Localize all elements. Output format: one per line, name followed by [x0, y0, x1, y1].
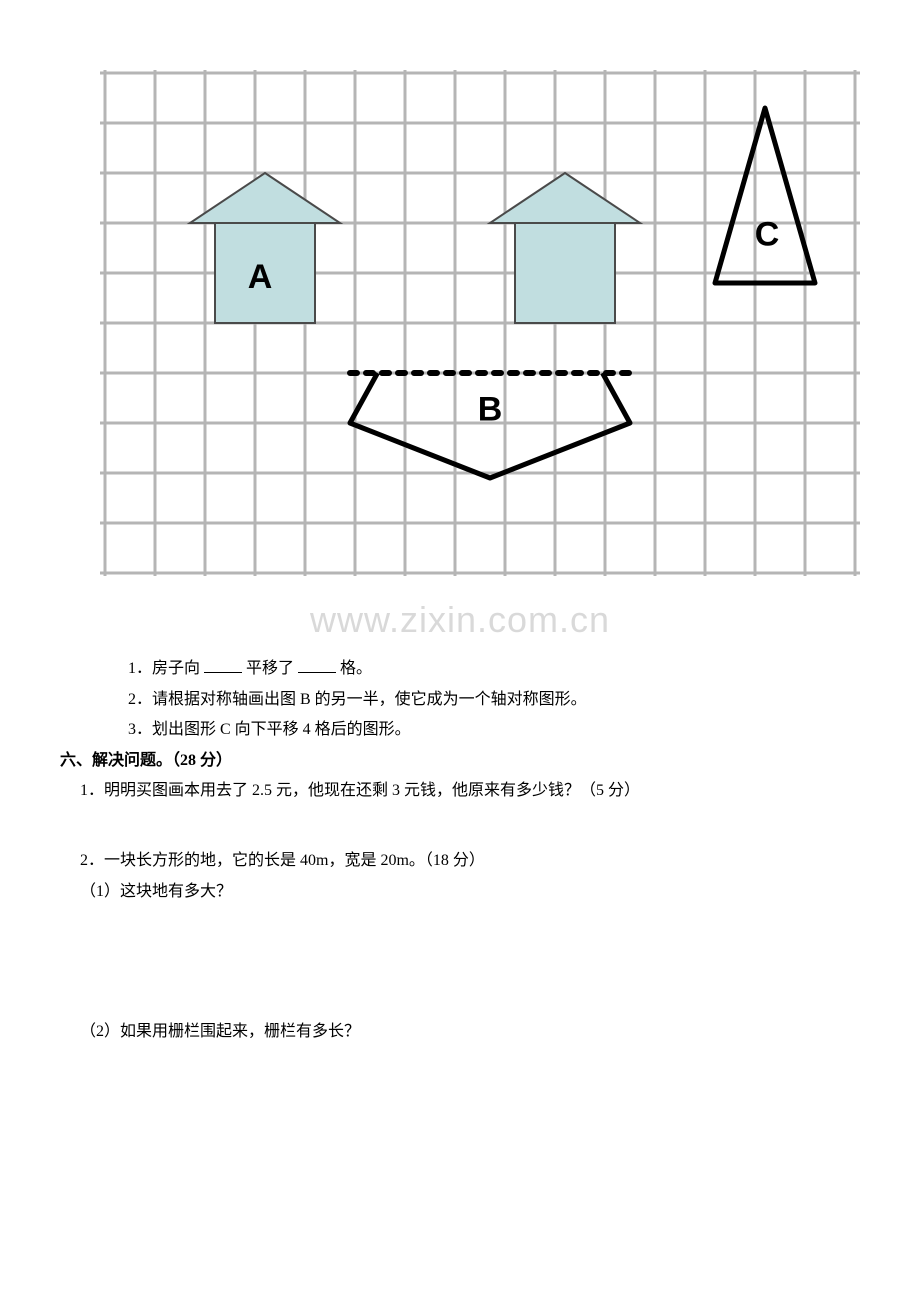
grid-svg: A B C	[100, 70, 860, 576]
svg-text:A: A	[248, 258, 273, 296]
q1-suffix: 格。	[340, 660, 372, 677]
blank-count[interactable]	[298, 656, 336, 674]
blank-direction[interactable]	[204, 656, 242, 674]
figure-q2: 2．请根据对称轴画出图 B 的另一半，使它成为一个轴对称图形。	[128, 685, 860, 715]
figure-q1: 1．房子向 平移了 格。	[128, 654, 860, 684]
section6-p2: 2．一块长方形的地，它的长是 40m，宽是 20m。（18 分）	[80, 846, 860, 876]
figure-q3: 3．划出图形 C 向下平移 4 格后的图形。	[128, 715, 860, 745]
work-space-1	[60, 806, 860, 846]
section6-title: 六、解决问题。（28 分）	[60, 746, 860, 776]
work-space-2	[60, 907, 860, 1017]
watermark: www.zixin.com.cn	[60, 586, 860, 654]
svg-text:B: B	[478, 391, 503, 429]
section6-p2-1: （1）这块地有多大？	[80, 877, 860, 907]
section6-p1: 1．明明买图画本用去了 2.5 元，他现在还剩 3 元钱，他原来有多少钱？（5 …	[80, 776, 860, 806]
q1-prefix: 1．房子向	[128, 660, 204, 677]
grid-figure: A B C	[100, 70, 860, 576]
svg-text:C: C	[755, 216, 780, 254]
section6-p2-2: （2）如果用栅栏围起来，栅栏有多长？	[80, 1017, 860, 1047]
q1-mid: 平移了	[246, 660, 294, 677]
